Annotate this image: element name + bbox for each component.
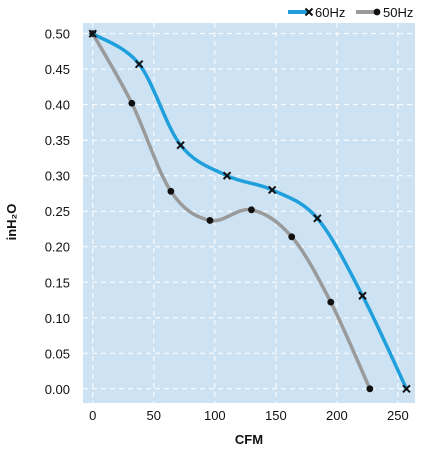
y-tick-label: 0.30 — [45, 169, 70, 184]
x-tick-label: 150 — [265, 408, 287, 423]
legend: 60Hz 50Hz — [288, 5, 413, 20]
y-tick-label: 0.45 — [45, 62, 70, 77]
legend-marker-60hz — [304, 7, 314, 17]
y-tick-label: 0.10 — [45, 311, 70, 326]
x-tick-label: 100 — [204, 408, 226, 423]
x-axis-ticks: 0 50 100 150 200 250 — [89, 408, 409, 423]
x-tick-label: 200 — [326, 408, 348, 423]
legend-marker-50hz — [373, 8, 381, 16]
point-marker-60hz — [88, 29, 97, 38]
point-marker-60hz — [176, 140, 185, 150]
y-tick-label: 0.35 — [45, 133, 70, 148]
y-tick-label: 0.50 — [45, 27, 70, 42]
point-marker-60hz — [134, 59, 144, 69]
y-tick-label: 0.25 — [45, 204, 70, 219]
y-axis-ticks: 0.00 0.05 0.10 0.15 0.20 0.25 0.30 0.35 0.40 0.45… — [45, 27, 70, 397]
point-marker-50hz — [167, 187, 175, 195]
legend-label-60hz: 60Hz — [315, 5, 345, 20]
x-tick-label: 50 — [147, 408, 161, 423]
point-marker-60hz — [267, 185, 277, 195]
y-tick-label: 0.40 — [45, 98, 70, 113]
legend-item-50hz: 50Hz — [356, 5, 413, 20]
y-tick-label: 0.15 — [45, 275, 70, 290]
point-marker-60hz — [358, 291, 367, 300]
point-marker-50hz — [366, 385, 374, 393]
x-tick-label: 250 — [387, 408, 409, 423]
plot-background — [83, 23, 415, 403]
grid — [83, 23, 415, 403]
y-tick-label: 0.00 — [45, 382, 70, 397]
point-marker-50hz — [248, 206, 255, 214]
point-marker-60hz — [402, 384, 411, 394]
legend-item-60hz: 60Hz — [288, 5, 345, 20]
y-tick-label: 0.05 — [45, 346, 70, 361]
y-tick-label: 0.20 — [45, 240, 70, 255]
x-tick-label: 0 — [89, 408, 96, 423]
y-axis-title: inH₂O — [4, 204, 19, 241]
point-marker-50hz — [327, 298, 335, 306]
point-marker-50hz — [128, 99, 136, 107]
legend-label-50hz: 50Hz — [383, 5, 413, 20]
point-marker-50hz — [288, 233, 296, 241]
point-marker-60hz — [222, 171, 232, 180]
point-marker-50hz — [206, 217, 214, 224]
point-marker-60hz — [313, 214, 322, 223]
series-layer — [88, 29, 411, 394]
x-axis-title: CFM — [235, 432, 263, 447]
